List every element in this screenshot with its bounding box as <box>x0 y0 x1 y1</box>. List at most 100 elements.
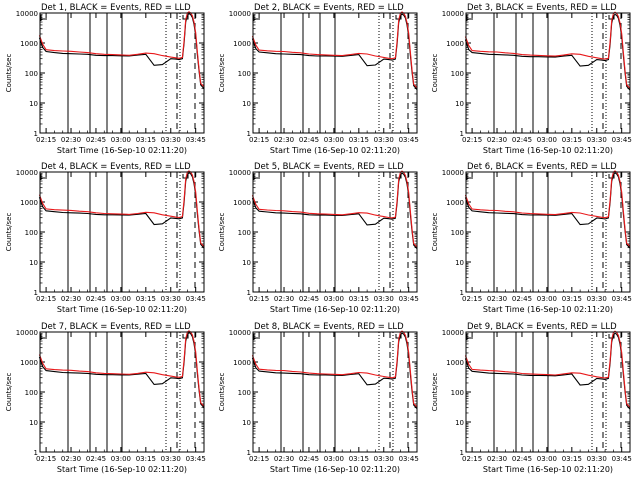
series-lld-line <box>251 330 418 408</box>
y-axis-label: Counts/sec <box>218 213 226 252</box>
y-axis-label: Counts/sec <box>218 373 226 412</box>
x-tick-label: 03:00 <box>324 455 344 463</box>
x-axis-label: Start Time (16-Sep-10 02:11:20) <box>483 305 613 314</box>
x-tick-label: 03:15 <box>349 455 369 463</box>
y-tick-label: 1 <box>34 449 38 457</box>
series-lld-line <box>251 170 418 248</box>
x-tick-label: 02:45 <box>512 295 532 303</box>
y-tick-label: 10000 <box>16 329 38 337</box>
x-tick-label: 03:30 <box>161 136 181 144</box>
x-tick-label: 03:00 <box>537 136 557 144</box>
y-tick-label: 1000 <box>20 199 38 207</box>
series-events-line <box>464 13 631 91</box>
x-tick-label: 02:30 <box>274 295 294 303</box>
corner-bracket <box>40 15 47 21</box>
x-tick-label: 02:30 <box>61 455 81 463</box>
y-tick-label: 100 <box>238 389 251 397</box>
x-tick-label: 02:15 <box>36 295 56 303</box>
x-tick-label: 02:15 <box>249 136 269 144</box>
y-tick-label: 100 <box>25 70 38 78</box>
panel-title: Det 6, BLACK = Events, RED = LLD <box>467 162 617 172</box>
corner-bracket <box>253 334 260 340</box>
y-tick-label: 100 <box>451 70 464 78</box>
x-tick-label: 03:30 <box>587 295 607 303</box>
x-tick-label: 02:30 <box>487 136 507 144</box>
y-axis-label: Counts/sec <box>431 213 439 252</box>
y-tick-label: 1000 <box>446 199 464 207</box>
panel-title: Det 2, BLACK = Events, RED = LLD <box>254 3 404 13</box>
panel-title: Det 3, BLACK = Events, RED = LLD <box>467 3 617 13</box>
x-axis-label: Start Time (16-Sep-10 02:11:20) <box>270 465 400 474</box>
x-tick-label: 03:30 <box>374 295 394 303</box>
x-tick-label: 03:15 <box>562 295 582 303</box>
panel-title: Det 1, BLACK = Events, RED = LLD <box>41 3 191 13</box>
x-tick-label: 03:30 <box>374 136 394 144</box>
detector-panel-7: Det 7, BLACK = Events, RED = LLD Counts/s… <box>5 322 206 474</box>
x-tick-label: 02:15 <box>462 455 482 463</box>
y-tick-label: 1 <box>34 130 38 138</box>
x-tick-label: 02:30 <box>274 455 294 463</box>
y-tick-label: 1 <box>247 289 251 297</box>
detector-panel-9: Det 9, BLACK = Events, RED = LLD Counts/s… <box>431 322 632 474</box>
series-lld-line <box>464 11 631 89</box>
y-axis-label: Counts/sec <box>5 54 13 93</box>
x-tick-label: 02:45 <box>512 455 532 463</box>
x-tick-label: 03:45 <box>612 455 632 463</box>
y-tick-label: 10 <box>29 259 38 267</box>
y-tick-label: 10000 <box>442 329 464 337</box>
x-tick-label: 03:30 <box>374 455 394 463</box>
x-tick-label: 03:15 <box>136 136 156 144</box>
x-tick-label: 03:30 <box>161 295 181 303</box>
y-tick-label: 1 <box>247 130 251 138</box>
y-tick-label: 10 <box>455 419 464 427</box>
y-tick-label: 1000 <box>233 40 251 48</box>
corner-bracket <box>40 334 47 340</box>
y-tick-label: 10000 <box>229 169 251 177</box>
y-axis-label: Counts/sec <box>431 54 439 93</box>
y-tick-label: 1 <box>460 289 464 297</box>
x-tick-label: 03:00 <box>324 136 344 144</box>
x-tick-label: 03:00 <box>111 136 131 144</box>
plot-frame <box>465 331 631 453</box>
y-tick-label: 10 <box>242 419 251 427</box>
x-axis-label: Start Time (16-Sep-10 02:11:20) <box>57 146 187 155</box>
x-tick-label: 03:00 <box>111 455 131 463</box>
y-tick-label: 10 <box>242 259 251 267</box>
panel-title: Det 4, BLACK = Events, RED = LLD <box>41 162 191 172</box>
y-tick-label: 1 <box>34 289 38 297</box>
detector-panel-8: Det 8, BLACK = Events, RED = LLD Counts/s… <box>218 322 419 474</box>
series-lld-line <box>38 330 205 407</box>
x-tick-label: 03:45 <box>186 295 206 303</box>
y-tick-label: 1000 <box>20 40 38 48</box>
y-axis-label: Counts/sec <box>5 373 13 412</box>
y-tick-label: 10000 <box>16 10 38 18</box>
y-tick-label: 10000 <box>16 169 38 177</box>
x-tick-label: 02:45 <box>86 455 106 463</box>
plot-frame <box>39 331 205 453</box>
x-tick-label: 02:45 <box>299 295 319 303</box>
corner-bracket <box>466 334 473 340</box>
plot-frame <box>252 171 418 293</box>
y-tick-label: 1 <box>460 449 464 457</box>
x-tick-label: 03:15 <box>562 136 582 144</box>
x-axis-label: Start Time (16-Sep-10 02:11:20) <box>57 465 187 474</box>
plot-frame <box>465 171 631 293</box>
panel-title: Det 8, BLACK = Events, RED = LLD <box>254 322 404 332</box>
y-tick-label: 10000 <box>229 10 251 18</box>
series-lld-line <box>38 170 205 247</box>
x-axis-label: Start Time (16-Sep-10 02:11:20) <box>483 465 613 474</box>
corner-bracket <box>466 15 473 21</box>
y-tick-label: 100 <box>451 229 464 237</box>
detector-panel-1: Det 1, BLACK = Events, RED = LLD Counts/s… <box>5 3 206 155</box>
x-axis-label: Start Time (16-Sep-10 02:11:20) <box>270 305 400 314</box>
y-tick-label: 10000 <box>442 10 464 18</box>
x-tick-label: 03:15 <box>349 295 369 303</box>
x-tick-label: 02:45 <box>86 136 106 144</box>
y-tick-label: 10 <box>242 100 251 108</box>
y-tick-label: 100 <box>238 229 251 237</box>
x-tick-label: 03:45 <box>186 455 206 463</box>
plot-frame <box>252 12 418 134</box>
y-tick-label: 1 <box>460 130 464 138</box>
x-axis-label: Start Time (16-Sep-10 02:11:20) <box>57 305 187 314</box>
